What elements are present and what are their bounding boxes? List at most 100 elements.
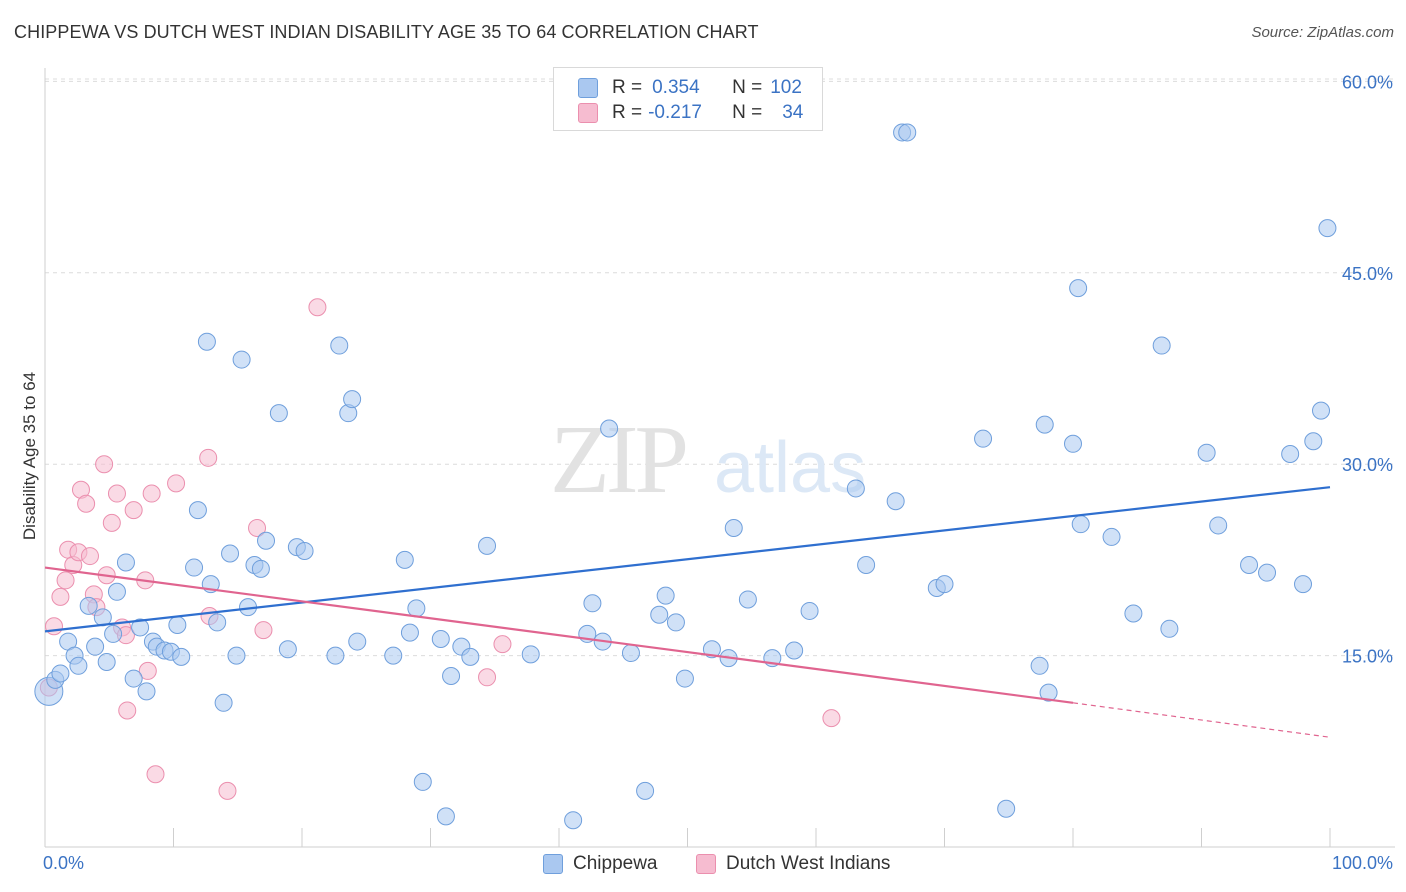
chippewa-point: [384, 646, 403, 665]
n-label: N =: [732, 77, 763, 98]
dutch-west-indians-point: [80, 547, 99, 566]
chippewa-point: [1304, 432, 1323, 451]
stats-legend: R = 0.354 N = 102 R = -0.217 N = 34: [553, 67, 823, 131]
dutch-west-indians-point: [199, 448, 218, 467]
axis-layer: [44, 68, 1395, 848]
chippewa-point: [107, 582, 126, 601]
chippewa-point: [257, 531, 276, 550]
chippewa-point: [1069, 279, 1088, 298]
chippewa-point: [227, 646, 246, 665]
chippewa-point: [269, 404, 288, 423]
dutch-west-indians-point: [146, 765, 165, 784]
chippewa-points: [34, 123, 1337, 830]
y-tick-label: 45.0%: [1342, 264, 1393, 284]
chippewa-point: [188, 501, 207, 520]
dutch-west-indians-trend-line: [44, 566, 1074, 704]
chippewa-point: [1152, 336, 1171, 355]
chippewa-point: [997, 799, 1016, 818]
dutch-west-indians-point: [218, 781, 237, 800]
chart-title: CHIPPEWA VS DUTCH WEST INDIAN DISABILITY…: [14, 22, 759, 42]
chippewa-point: [785, 641, 804, 660]
chippewa-point: [1312, 401, 1331, 420]
y-tick-label: 15.0%: [1342, 647, 1393, 667]
dutch-west-indians-point: [56, 571, 75, 590]
n-value: 34: [782, 102, 804, 123]
dutch-west-indians-point: [77, 494, 96, 513]
dutch-west-indians-point: [124, 501, 143, 520]
chippewa-point: [666, 613, 685, 632]
chippewa-point: [650, 605, 669, 624]
dutch-west-indians-point: [478, 668, 497, 687]
dutch-west-indians-point: [308, 298, 327, 317]
chippewa-point: [168, 615, 187, 634]
series-legend: Chippewa Dutch West Indians: [0, 851, 1406, 877]
dutch-west-indians-point: [142, 484, 161, 503]
chippewa-point: [1064, 434, 1082, 453]
y-axis-label: Disability Age 35 to 64: [20, 371, 39, 541]
dutch-west-indians-legend-swatch: [696, 854, 716, 874]
chippewa-point: [478, 536, 497, 555]
chippewa-point: [656, 586, 675, 605]
r-value: 0.354: [652, 77, 700, 98]
dutch-west-indians-point: [107, 484, 126, 503]
chippewa-point: [431, 630, 450, 649]
chippewa-point: [208, 613, 227, 632]
x-tick-label-min: 0.0%: [43, 853, 84, 873]
chippewa-point: [97, 652, 116, 671]
chippewa-point: [702, 640, 721, 659]
chippewa-point: [214, 693, 233, 712]
legend-label-chippewa: Chippewa: [573, 853, 658, 874]
y-tick-label: 30.0%: [1342, 455, 1393, 475]
chippewa-point: [857, 556, 876, 575]
chippewa-point: [1160, 619, 1179, 638]
chippewa-point: [521, 645, 540, 664]
dutch-west-indians-points: [39, 298, 841, 800]
dutch-west-indians-trend-extension: [1072, 702, 1331, 738]
chippewa-point: [621, 644, 640, 663]
chippewa-point: [330, 336, 349, 355]
chippewa-point: [1197, 443, 1216, 462]
chippewa-point: [1102, 527, 1121, 546]
chippewa-point: [278, 640, 297, 659]
chippewa-point: [326, 646, 345, 665]
chippewa-point: [675, 669, 694, 688]
watermark-atlas: atlas: [714, 428, 866, 508]
chippewa-point: [137, 682, 156, 701]
watermark: ZIP atlas: [550, 406, 866, 514]
legend-item-chippewa: Chippewa: [543, 853, 658, 875]
dutch-west-indians-point: [138, 661, 157, 680]
chippewa-point: [69, 656, 88, 675]
chippewa-point: [935, 575, 954, 594]
chippewa-point: [436, 807, 455, 826]
chippewa-point: [461, 647, 480, 666]
trend-lines: [44, 486, 1331, 738]
chippewa-point: [1258, 563, 1277, 582]
dutch-west-indians-point: [822, 709, 841, 728]
dutch-west-indians-point: [254, 621, 273, 640]
chippewa-point: [124, 669, 143, 688]
chippewa-point: [583, 594, 602, 613]
chippewa-point: [413, 772, 432, 791]
chippewa-point: [185, 558, 204, 577]
chippewa-swatch: [578, 78, 598, 98]
chippewa-point: [407, 599, 426, 618]
legend-item-dutch-west-indians: Dutch West Indians: [696, 853, 890, 875]
r-label: R =: [612, 102, 643, 123]
legend-label-dutch-west-indians: Dutch West Indians: [726, 853, 891, 874]
dutch-west-indians-point: [95, 455, 114, 474]
dutch-west-indians-point: [51, 587, 70, 606]
chippewa-point: [1071, 515, 1090, 534]
r-value: -0.217: [648, 102, 702, 123]
dutch-west-indians-point: [248, 519, 267, 537]
x-tick-label-max: 100.0%: [1332, 853, 1393, 873]
dutch-west-indians-point: [44, 617, 63, 636]
chippewa-point: [846, 479, 865, 498]
chippewa-point: [800, 601, 819, 620]
dutch-west-indians-swatch: [578, 103, 598, 123]
chippewa-point: [1039, 683, 1058, 702]
chippewa-legend-swatch: [543, 854, 563, 874]
dutch-west-indians-point: [167, 474, 186, 493]
chippewa-point: [1240, 556, 1259, 575]
watermark-zip: ZIP: [550, 406, 685, 514]
chippewa-point: [1035, 415, 1054, 434]
